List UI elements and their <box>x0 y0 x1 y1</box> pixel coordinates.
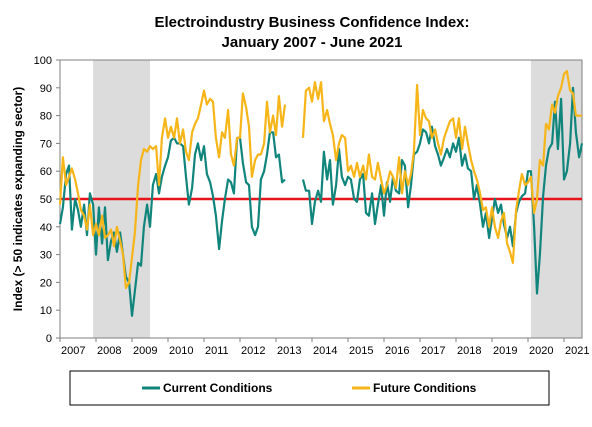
chart-title-line2: January 2007 - June 2021 <box>222 34 403 51</box>
legend-box <box>69 370 550 406</box>
x-tick-label-2009: 2009 <box>133 345 157 357</box>
y-tick-label-60: 60 <box>40 166 52 178</box>
x-tick-label-2012: 2012 <box>241 345 265 357</box>
y-tick-label-40: 40 <box>40 222 52 234</box>
y-tick-label-30: 30 <box>40 250 52 262</box>
chart-title-line1: Electroindustry Business Confidence Inde… <box>154 14 469 31</box>
y-axis-label: Index (> 50 indicates expanding sector) <box>11 87 25 311</box>
x-tick-label-2021: 2021 <box>565 345 589 357</box>
y-tick-label-20: 20 <box>40 277 52 289</box>
y-tick-label-90: 90 <box>40 83 52 95</box>
y-tick-label-0: 0 <box>46 333 52 345</box>
x-tick-label-2007: 2007 <box>61 345 85 357</box>
x-tick-label-2010: 2010 <box>169 345 193 357</box>
y-tick-label-80: 80 <box>40 111 52 123</box>
series-line-future <box>58 70 582 290</box>
x-tick-label-2014: 2014 <box>313 345 337 357</box>
x-tick-label-2015: 2015 <box>349 345 373 357</box>
legend: Current Conditions Future Conditions <box>69 370 550 406</box>
x-tick-label-2020: 2020 <box>529 345 553 357</box>
x-tick-label-2017: 2017 <box>421 345 445 357</box>
legend-label-future: Future Conditions <box>373 381 477 395</box>
x-tick-label-2016: 2016 <box>385 345 409 357</box>
x-tick-label-2019: 2019 <box>493 345 517 357</box>
x-tick-label-2008: 2008 <box>97 345 121 357</box>
y-tick-label-100: 100 <box>34 55 52 67</box>
y-tick-label-70: 70 <box>40 138 52 150</box>
x-tick-label-2018: 2018 <box>457 345 481 357</box>
plot-area: 0 10 20 30 40 50 60 70 80 90 100 2007 2008 2009 2010 20… <box>34 55 590 357</box>
x-tick-label-2011: 2011 <box>205 345 229 357</box>
y-tick-label-50: 50 <box>40 194 52 206</box>
legend-label-current: Current Conditions <box>163 381 273 395</box>
y-tick-label-10: 10 <box>40 305 52 317</box>
x-tick-label-2013: 2013 <box>277 345 301 357</box>
